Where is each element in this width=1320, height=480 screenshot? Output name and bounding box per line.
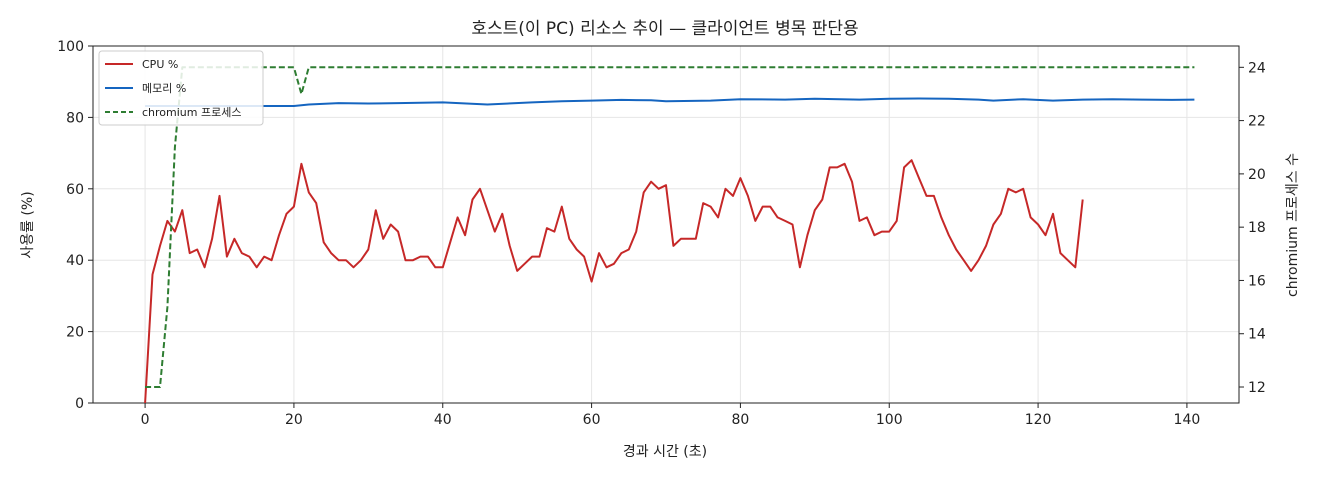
x-tick-label: 40 xyxy=(434,412,452,428)
chart-title: 호스트(이 PC) 리소스 추이 — 클라이언트 병목 판단용 xyxy=(471,19,858,39)
y-tick-label: 0 xyxy=(75,396,84,412)
x-axis: 0 20 40 60 80 100 120 140 xyxy=(141,403,1201,428)
legend-label-proc: chromium 프로세스 xyxy=(142,106,241,119)
series-line-cpu xyxy=(144,159,1084,404)
y-tick-label: 40 xyxy=(66,253,84,269)
y-tick-label: 100 xyxy=(57,39,84,55)
x-tick-label: 100 xyxy=(876,412,903,428)
x-tick-label: 80 xyxy=(732,412,750,428)
plot-area-frame xyxy=(92,45,1240,404)
legend-box xyxy=(98,50,264,126)
y-tick-label: 20 xyxy=(66,325,84,341)
legend: CPU % 메모리 % chromium 프로세스 xyxy=(98,50,264,126)
y-right-tick-label: 22 xyxy=(1248,114,1266,130)
y-right-tick-label: 14 xyxy=(1248,327,1266,343)
y-axis-label-right: chromium 프로세스 수 xyxy=(1285,153,1301,297)
y-right-tick-label: 24 xyxy=(1248,60,1266,76)
y-tick-label: 60 xyxy=(66,182,84,198)
series-line-mem xyxy=(145,97,1195,107)
y-right-tick-label: 16 xyxy=(1248,273,1266,289)
series-line-proc xyxy=(145,66,1195,388)
y-axis-right: 12 14 16 18 20 22 24 xyxy=(1239,60,1266,396)
y-tick-label: 80 xyxy=(66,110,84,126)
x-tick-label: 20 xyxy=(285,412,303,428)
legend-label-mem: 메모리 % xyxy=(142,82,186,95)
y-right-tick-label: 18 xyxy=(1248,220,1266,236)
x-tick-label: 0 xyxy=(141,412,150,428)
y-right-tick-label: 12 xyxy=(1248,380,1266,396)
x-tick-label: 120 xyxy=(1025,412,1052,428)
y-axis-left: 0 20 40 60 80 100 xyxy=(57,39,93,412)
x-tick-label: 60 xyxy=(583,412,601,428)
x-tick-label: 140 xyxy=(1174,412,1201,428)
legend-label-cpu: CPU % xyxy=(142,58,178,71)
y-right-tick-label: 20 xyxy=(1248,167,1266,183)
y-axis-label-left: 사용률 (%) xyxy=(20,191,36,258)
x-axis-label: 경과 시간 (초) xyxy=(623,444,707,460)
